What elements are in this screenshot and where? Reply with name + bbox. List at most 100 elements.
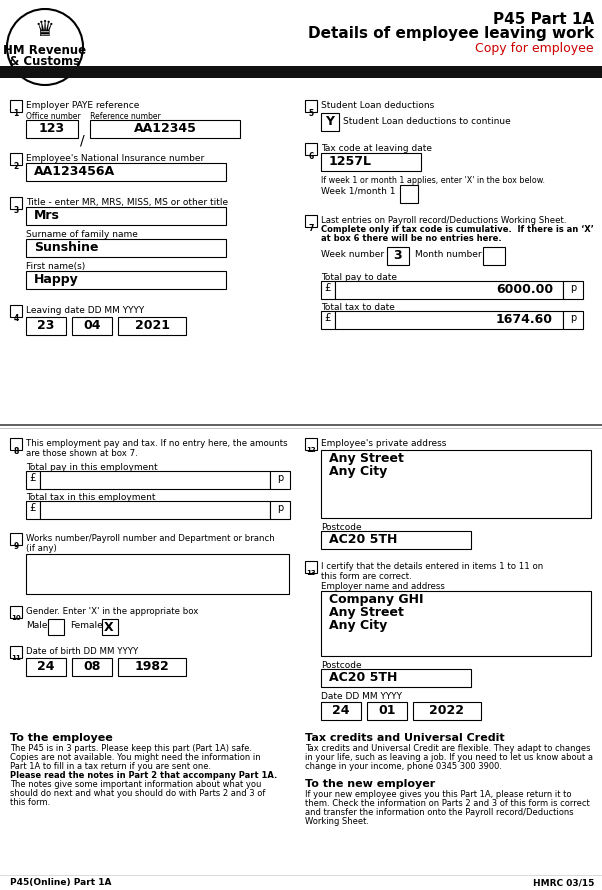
Bar [413,702,481,720]
Bar [26,120,78,138]
Text: Female: Female [70,621,103,630]
Text: Total tax to date: Total tax to date [321,303,395,312]
Bar [26,163,226,181]
Text: £: £ [29,503,36,513]
Text: X: X [104,621,114,634]
Bar [10,606,22,618]
Bar [10,100,22,112]
Text: Works number/Payroll number and Department or branch: Works number/Payroll number and Departme… [26,534,275,543]
Bar [321,531,471,549]
Text: Any City: Any City [329,465,387,478]
Text: Total pay in this employment: Total pay in this employment [26,463,158,472]
Text: Employee's National Insurance number: Employee's National Insurance number [26,154,204,163]
Bar [26,501,40,519]
Text: /: / [79,133,84,147]
Bar [321,450,591,518]
Bar [335,311,563,329]
Text: Any City: Any City [329,619,387,632]
Text: Postcode: Postcode [321,523,362,532]
Bar [40,501,270,519]
Bar [26,554,289,594]
Text: this form.: this form. [10,798,50,807]
Text: p: p [277,473,283,483]
Text: & Customs: & Customs [10,55,81,68]
Text: 04: 04 [83,319,101,332]
Text: Total pay to date: Total pay to date [321,273,397,282]
Text: P45(Online) Part 1A: P45(Online) Part 1A [10,878,111,887]
Text: Happy: Happy [34,273,79,286]
Text: The P45 is in 3 parts. Please keep this part (Part 1A) safe.: The P45 is in 3 parts. Please keep this … [10,744,252,753]
Text: Copies are not available. You might need the information in: Copies are not available. You might need… [10,753,261,762]
Text: Male: Male [26,621,48,630]
Text: Title - enter MR, MRS, MISS, MS or other title: Title - enter MR, MRS, MISS, MS or other… [26,198,228,207]
Text: Last entries on Payroll record/Deductions Working Sheet.: Last entries on Payroll record/Deduction… [321,216,566,225]
Text: Leaving date DD MM YYYY: Leaving date DD MM YYYY [26,306,144,315]
Bar [321,591,591,656]
Text: 01: 01 [378,704,396,717]
Bar [118,658,186,676]
Text: If your new employee gives you this Part 1A, please return it to: If your new employee gives you this Part… [305,790,571,799]
Bar [48,619,64,635]
Text: are those shown at box 7.: are those shown at box 7. [26,449,138,458]
Text: Week number: Week number [321,250,384,259]
Bar [40,471,270,489]
Text: 5: 5 [308,109,314,118]
Text: 24: 24 [332,704,350,717]
Text: Postcode: Postcode [321,661,362,670]
Text: Company GHI: Company GHI [329,593,423,606]
Text: p: p [570,313,576,323]
Bar [72,658,112,676]
Text: and transfer the information onto the Payroll record/Deductions: and transfer the information onto the Pa… [305,808,574,817]
Text: 13: 13 [306,570,316,576]
Text: £: £ [324,283,331,293]
Bar [400,185,418,203]
Text: them. Check the information on Parts 2 and 3 of this form is correct: them. Check the information on Parts 2 a… [305,799,590,808]
Bar [270,501,290,519]
Text: Sunshine: Sunshine [34,241,99,254]
Bar [305,143,317,155]
Text: HMRC 03/15: HMRC 03/15 [533,878,594,887]
Text: 8: 8 [13,447,19,456]
Bar [10,438,22,450]
Bar [321,113,339,131]
Text: This employment pay and tax. If no entry here, the amounts: This employment pay and tax. If no entry… [26,439,288,448]
Text: I certify that the details entered in items 1 to 11 on: I certify that the details entered in it… [321,562,543,571]
Text: 7: 7 [308,224,314,233]
Text: Complete only if tax code is cumulative.  If there is an ‘X’: Complete only if tax code is cumulative.… [321,225,594,234]
Text: 2022: 2022 [429,704,465,717]
Text: 1674.60: 1674.60 [496,313,553,326]
Bar [10,305,22,317]
Text: 6000.00: 6000.00 [496,283,553,296]
Text: Details of employee leaving work: Details of employee leaving work [308,26,594,41]
Text: 12: 12 [306,447,316,453]
Text: Tax credits and Universal Credit: Tax credits and Universal Credit [305,733,504,743]
Text: at box 6 there will be no entries here.: at box 6 there will be no entries here. [321,234,501,243]
Text: First name(s): First name(s) [26,262,85,271]
Text: Total tax in this employment: Total tax in this employment [26,493,155,502]
Text: Date DD MM YYYY: Date DD MM YYYY [321,692,402,701]
Text: Month number: Month number [415,250,482,259]
Bar [10,153,22,165]
Text: 3: 3 [394,249,402,262]
Bar [26,271,226,289]
Text: 6: 6 [308,152,314,161]
Text: 11: 11 [11,655,21,661]
Bar [305,100,317,112]
Text: Any Street: Any Street [329,452,404,465]
Bar [563,281,583,299]
Bar [10,646,22,658]
Text: 2021: 2021 [134,319,170,332]
Bar [483,247,505,265]
Bar [90,120,240,138]
Text: Working Sheet.: Working Sheet. [305,817,369,826]
Text: 4: 4 [13,314,19,323]
Text: The notes give some important information about what you: The notes give some important informatio… [10,780,261,789]
Bar [335,281,563,299]
Bar [321,153,421,171]
Bar [387,247,409,265]
Bar [26,471,40,489]
Bar [321,311,335,329]
Text: Employee's private address: Employee's private address [321,439,446,448]
Bar [102,619,118,635]
Text: p: p [277,503,283,513]
